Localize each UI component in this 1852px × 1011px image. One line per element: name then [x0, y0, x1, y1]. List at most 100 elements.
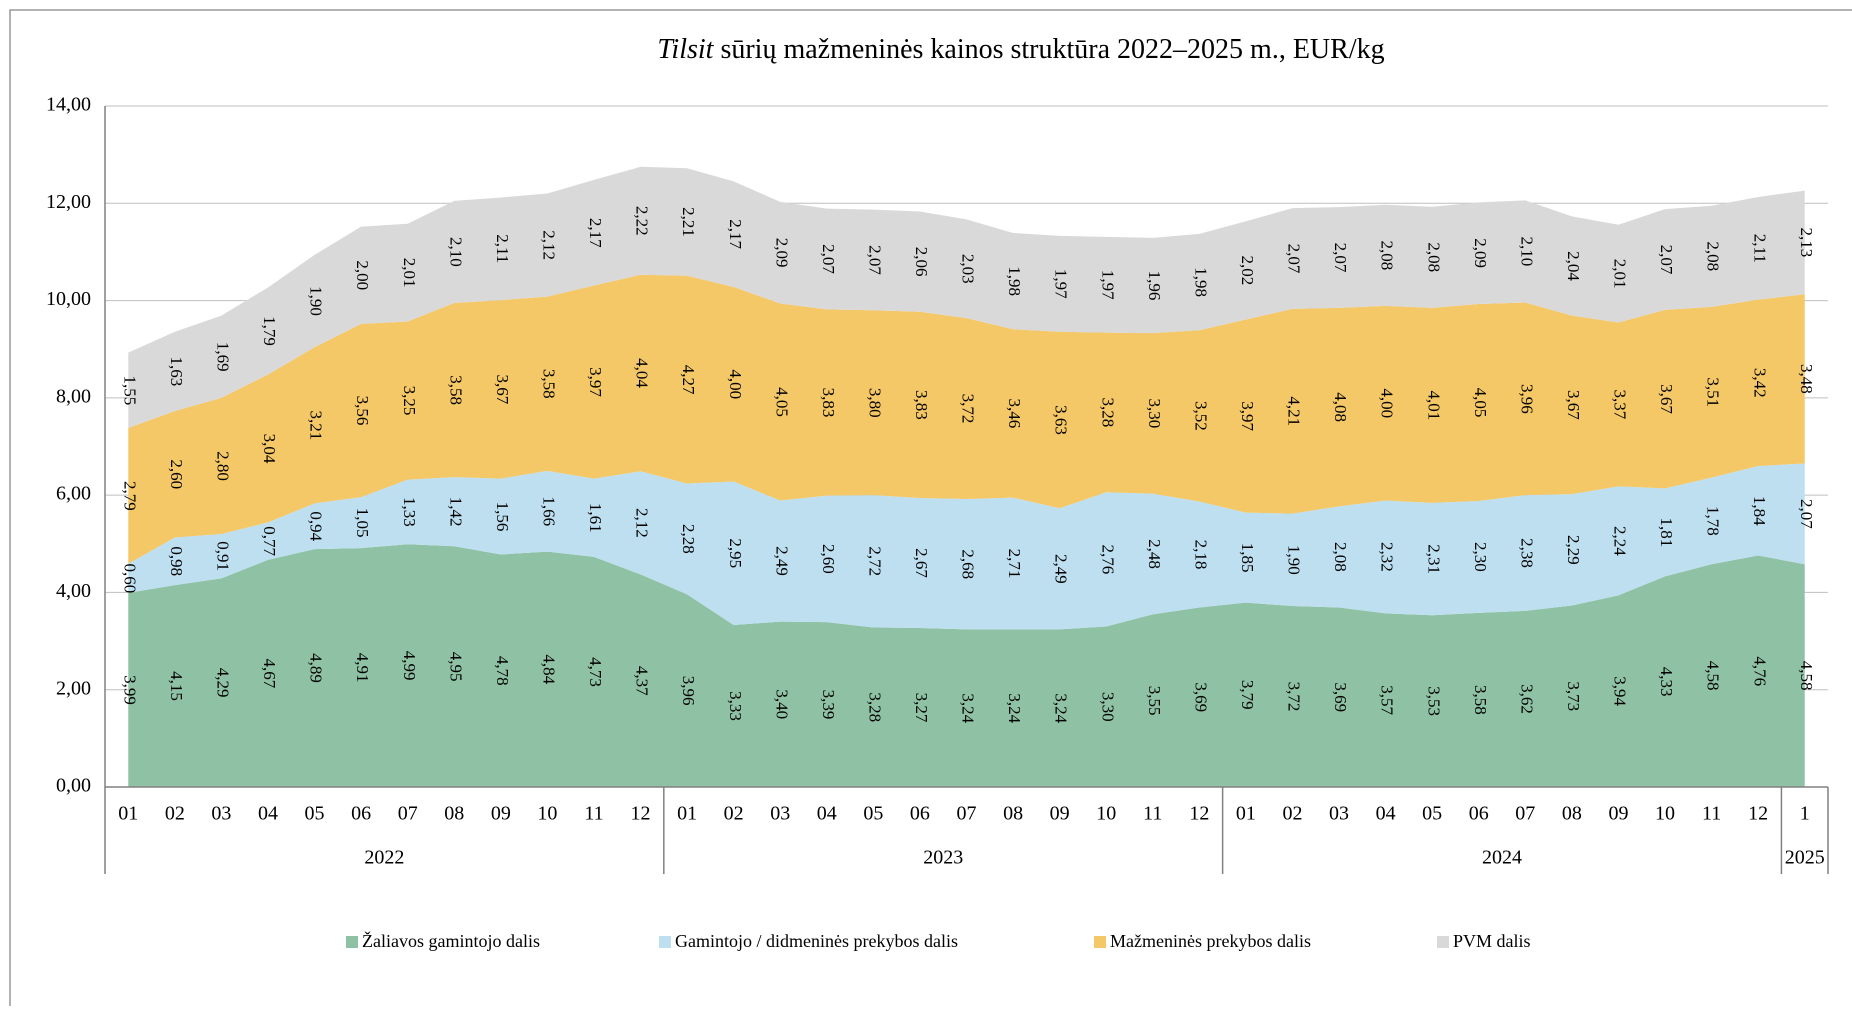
data-label: 4,84	[539, 654, 558, 684]
data-label: 3,83	[912, 390, 931, 420]
data-label: 4,15	[167, 671, 186, 701]
data-label: 1,78	[1704, 506, 1723, 536]
data-label: 2,08	[1704, 241, 1723, 271]
x-tick-label: 11	[1143, 803, 1162, 825]
data-label: 1,97	[1098, 270, 1117, 300]
x-tick-label: 06	[351, 803, 371, 825]
data-label: 3,96	[679, 676, 698, 706]
x-tick-label: 05	[1422, 803, 1442, 825]
x-tick-label: 02	[724, 803, 744, 825]
area	[128, 274, 1805, 564]
data-label: 2,60	[819, 544, 838, 574]
data-label: 4,05	[1471, 388, 1490, 418]
data-label: 3,58	[1471, 685, 1490, 715]
data-label: 2,10	[446, 237, 465, 267]
x-tick-label: 07	[398, 803, 418, 825]
x-tick-label: 10	[1655, 803, 1675, 825]
legend-label: Gamintojo / didmeninės prekybos dalis	[675, 931, 958, 951]
data-label: 3,58	[446, 375, 465, 405]
data-label: 4,33	[1657, 667, 1676, 697]
data-label: 2,11	[1750, 234, 1769, 263]
data-label: 1,79	[260, 316, 279, 346]
data-label: 4,00	[726, 369, 745, 399]
x-tick-label: 07	[957, 803, 977, 825]
legend-label: Žaliavos gamintojo dalis	[362, 930, 540, 951]
data-label: 2,07	[865, 245, 884, 275]
data-label: 2,80	[214, 451, 233, 481]
data-label: 2,03	[959, 254, 978, 284]
data-label: 1,98	[1191, 267, 1210, 297]
data-label: 3,30	[1098, 692, 1117, 722]
x-group-label: 2023	[923, 847, 963, 869]
x-tick-label: 12	[1748, 803, 1768, 825]
x-tick-label: 01	[1236, 803, 1256, 825]
x-tick-label: 09	[491, 803, 511, 825]
data-label: 4,08	[1331, 392, 1350, 422]
data-label: 4,58	[1704, 661, 1723, 691]
x-tick-label: 10	[1096, 803, 1116, 825]
data-label: 2,01	[400, 258, 419, 288]
data-label: 4,91	[353, 653, 372, 683]
x-tick-label: 09	[1050, 803, 1070, 825]
data-label: 1,85	[1238, 543, 1257, 573]
data-label: 2,06	[912, 247, 931, 277]
data-label: 0,94	[307, 511, 326, 541]
title-rest: sūrių mažmeninės kainos struktūra 2022–2…	[713, 34, 1384, 65]
legend-marker	[1437, 936, 1449, 948]
legend-marker	[659, 936, 671, 948]
legend-marker	[346, 936, 358, 948]
data-label: 3,58	[539, 369, 558, 399]
data-label: 4,99	[400, 651, 419, 681]
data-label: 2,09	[1471, 238, 1490, 268]
data-label: 2,68	[959, 549, 978, 579]
data-label: 2,07	[1657, 245, 1676, 275]
data-label: 2,24	[1611, 526, 1630, 556]
data-label: 4,76	[1750, 656, 1769, 686]
y-tick-label: 10,00	[46, 288, 91, 310]
x-tick-label: 12	[1189, 803, 1209, 825]
data-label: 4,89	[307, 653, 326, 683]
y-tick-label: 12,00	[46, 191, 91, 213]
data-label: 0,98	[167, 546, 186, 576]
data-label: 3,99	[120, 675, 139, 705]
data-label: 2,67	[912, 548, 931, 578]
data-label: 2,49	[772, 546, 791, 576]
data-label: 3,30	[1145, 399, 1164, 429]
data-label: 1,97	[1052, 269, 1071, 299]
data-label: 0,77	[260, 526, 279, 556]
data-label: 1,90	[1285, 545, 1304, 575]
data-label: 2,79	[120, 481, 139, 511]
data-label: 1,69	[214, 342, 233, 372]
x-tick-label: 02	[1282, 803, 1302, 825]
data-label: 4,95	[446, 652, 465, 682]
data-label: 4,73	[586, 657, 605, 687]
data-label: 4,27	[679, 365, 698, 395]
data-label: 3,37	[1611, 390, 1630, 420]
data-label: 4,29	[214, 668, 233, 698]
data-label: 3,56	[353, 396, 372, 426]
x-tick-label: 01	[118, 803, 138, 825]
data-label: 3,63	[1052, 405, 1071, 435]
x-tick-label: 08	[1562, 803, 1582, 825]
data-label: 3,96	[1517, 384, 1536, 414]
data-label: 3,94	[1611, 676, 1630, 706]
data-label: 3,67	[1657, 384, 1676, 414]
data-label: 3,28	[1098, 398, 1117, 428]
data-label: 3,97	[1238, 401, 1257, 431]
data-label: 3,04	[260, 434, 279, 464]
data-label: 2,08	[1331, 542, 1350, 572]
data-label: 3,42	[1750, 368, 1769, 398]
y-tick-label: 14,00	[46, 94, 91, 116]
x-tick-label: 03	[1329, 803, 1349, 825]
data-label: 2,49	[1052, 554, 1071, 584]
data-label: 3,24	[959, 693, 978, 723]
data-label: 3,83	[819, 388, 838, 418]
data-label: 4,67	[260, 659, 279, 689]
data-label: 3,33	[726, 691, 745, 721]
data-label: 3,48	[1797, 364, 1816, 394]
data-label: 4,58	[1797, 661, 1816, 691]
data-label: 1,66	[539, 496, 558, 526]
data-label: 2,17	[586, 218, 605, 248]
x-group-label: 2025	[1785, 847, 1825, 869]
data-label: 2,32	[1378, 542, 1397, 572]
